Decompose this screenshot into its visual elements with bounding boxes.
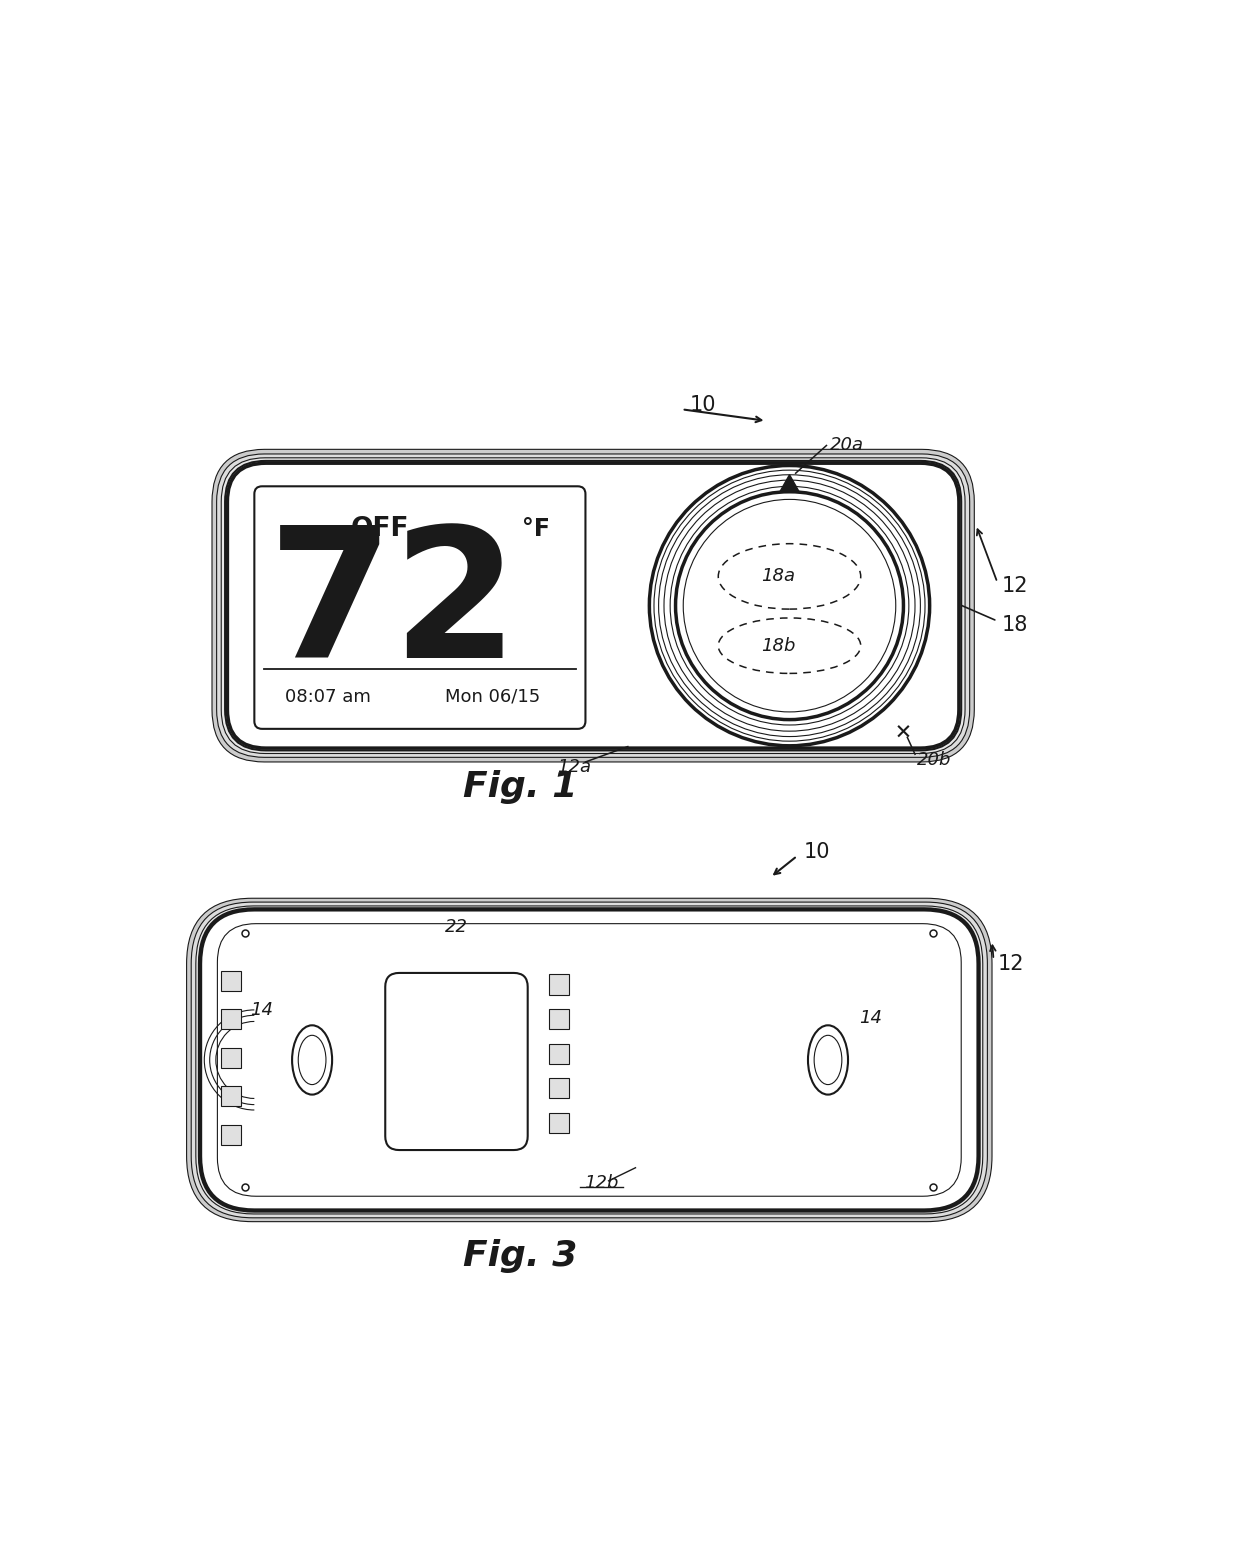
FancyBboxPatch shape [217, 454, 970, 758]
Bar [221, 1009, 242, 1029]
FancyBboxPatch shape [386, 973, 528, 1150]
Text: 12: 12 [997, 953, 1024, 973]
Text: 12a: 12a [557, 758, 591, 777]
Text: 14: 14 [859, 1009, 882, 1026]
Text: 12: 12 [1001, 577, 1028, 597]
FancyBboxPatch shape [227, 463, 959, 749]
FancyBboxPatch shape [198, 908, 980, 1212]
Polygon shape [780, 474, 800, 493]
Bar [549, 1079, 569, 1099]
Text: 18b: 18b [761, 637, 795, 654]
Text: 20b: 20b [918, 752, 951, 769]
FancyBboxPatch shape [212, 449, 975, 763]
FancyBboxPatch shape [226, 460, 961, 750]
FancyBboxPatch shape [186, 899, 992, 1221]
Bar [549, 1009, 569, 1029]
FancyBboxPatch shape [191, 902, 987, 1218]
Text: 10: 10 [804, 842, 830, 862]
Text: 10: 10 [689, 395, 715, 415]
Text: Fig. 1: Fig. 1 [463, 770, 577, 803]
Text: 12b: 12b [584, 1175, 618, 1192]
Bar [221, 1048, 242, 1068]
Bar [221, 1125, 242, 1144]
Bar [221, 970, 242, 990]
Text: 08:07 am: 08:07 am [284, 688, 371, 705]
Bar [221, 1087, 242, 1107]
Text: 16: 16 [580, 484, 606, 504]
Circle shape [676, 491, 904, 719]
Text: OFF: OFF [351, 516, 409, 541]
FancyBboxPatch shape [201, 910, 978, 1211]
Text: °F: °F [522, 516, 549, 541]
Text: 72: 72 [268, 519, 520, 696]
Bar [549, 1113, 569, 1133]
Text: 18: 18 [1001, 615, 1028, 636]
Text: 22: 22 [445, 918, 467, 936]
FancyBboxPatch shape [221, 457, 965, 753]
FancyBboxPatch shape [196, 905, 983, 1214]
Bar [549, 1043, 569, 1063]
Text: Mon 06/15: Mon 06/15 [445, 688, 541, 705]
Text: 20a: 20a [830, 437, 863, 454]
Text: 18a: 18a [761, 567, 795, 586]
Text: 14: 14 [250, 1001, 274, 1018]
Text: Fig. 3: Fig. 3 [463, 1240, 577, 1273]
FancyBboxPatch shape [254, 487, 585, 728]
Bar [549, 975, 569, 995]
